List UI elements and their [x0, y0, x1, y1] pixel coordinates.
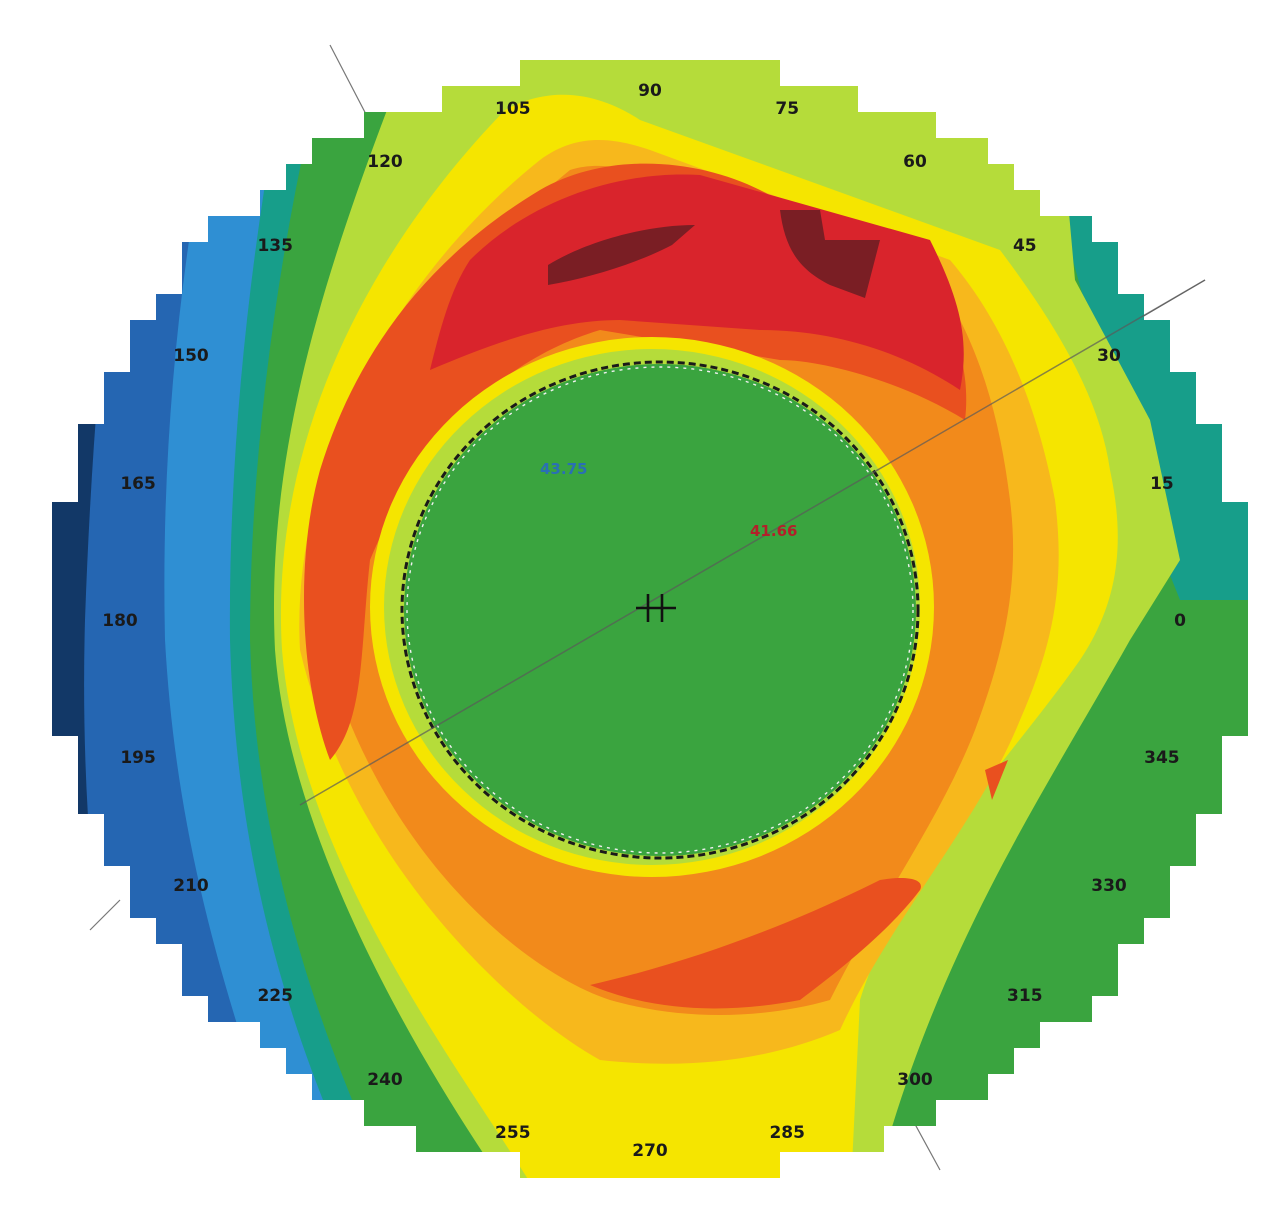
angle-label-165: 165: [120, 474, 156, 494]
angle-label-105: 105: [495, 99, 531, 119]
angle-label-315: 315: [1007, 986, 1043, 1006]
angle-label-150: 150: [173, 346, 209, 366]
angle-label-135: 135: [257, 236, 293, 256]
central-optical-zone: 43.75 41.66: [299, 279, 1206, 877]
dark-red-zone-right: [780, 210, 880, 298]
red-orange-right-spot: [985, 760, 1008, 800]
center-crosshair: [636, 594, 676, 622]
angle-label-45: 45: [1013, 236, 1037, 256]
angle-label-30: 30: [1097, 346, 1121, 366]
steep-k-value: 41.66: [750, 522, 797, 540]
red-orange-lower-zone: [590, 878, 921, 1009]
angle-label-75: 75: [775, 99, 799, 119]
angle-label-240: 240: [367, 1070, 403, 1090]
angle-label-225: 225: [257, 986, 293, 1006]
dark-red-zone-left: [548, 225, 695, 285]
angle-label-210: 210: [173, 876, 209, 896]
angle-label-345: 345: [1144, 748, 1180, 768]
guide-line-3: [89, 899, 121, 931]
pupil-outline-inner: [406, 366, 914, 854]
pupil-outline: [400, 360, 920, 860]
angle-label-15: 15: [1150, 474, 1174, 494]
angle-label-300: 300: [897, 1070, 933, 1090]
angle-label-330: 330: [1091, 876, 1127, 896]
red-zone: [430, 174, 964, 390]
steep-axis-line: [299, 279, 1206, 806]
angle-label-255: 255: [495, 1123, 531, 1143]
central-green-zone: [404, 364, 916, 856]
angle-scale: 0 15 30 45 60 75 90 105 120 135 150 165 180 195 210 225…: [102, 81, 1186, 1161]
angle-label-120: 120: [367, 152, 403, 172]
angle-label-195: 195: [120, 748, 156, 768]
angle-label-285: 285: [769, 1123, 805, 1143]
angle-label-180: 180: [102, 611, 138, 631]
angle-label-270: 270: [632, 1141, 668, 1161]
angle-label-60: 60: [903, 152, 927, 172]
angle-label-90: 90: [638, 81, 662, 101]
flat-k-value: 43.75: [540, 460, 587, 478]
angle-label-0: 0: [1174, 611, 1186, 631]
